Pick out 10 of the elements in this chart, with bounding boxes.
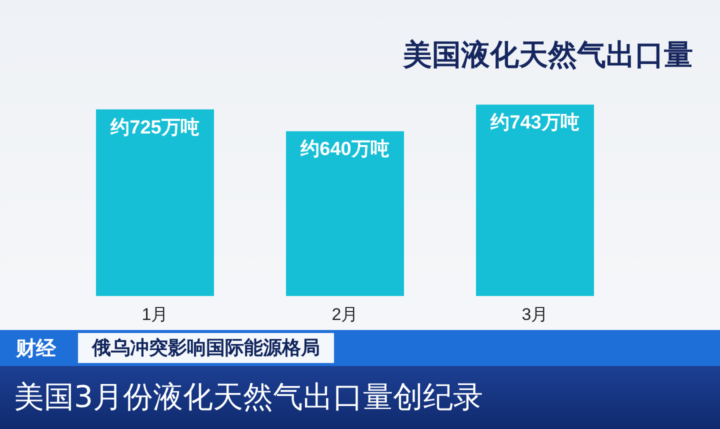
text: 财经 [14,335,57,362]
data-label: 约743万吨 [490,112,580,134]
text: 美国3月份液化天然气出口量创纪录 [0,366,720,429]
data-label: 约640万吨 [300,138,390,160]
x-tick-label: 3月 [522,305,548,324]
x-tick-label: 2月 [332,305,358,324]
data-label: 约725万吨 [110,116,200,138]
x-tick-label: 1月 [142,305,168,324]
text: 俄乌冲突影响国际能源格局 [78,333,334,363]
chart-title: 美国液化天然气出口量 [402,38,693,72]
